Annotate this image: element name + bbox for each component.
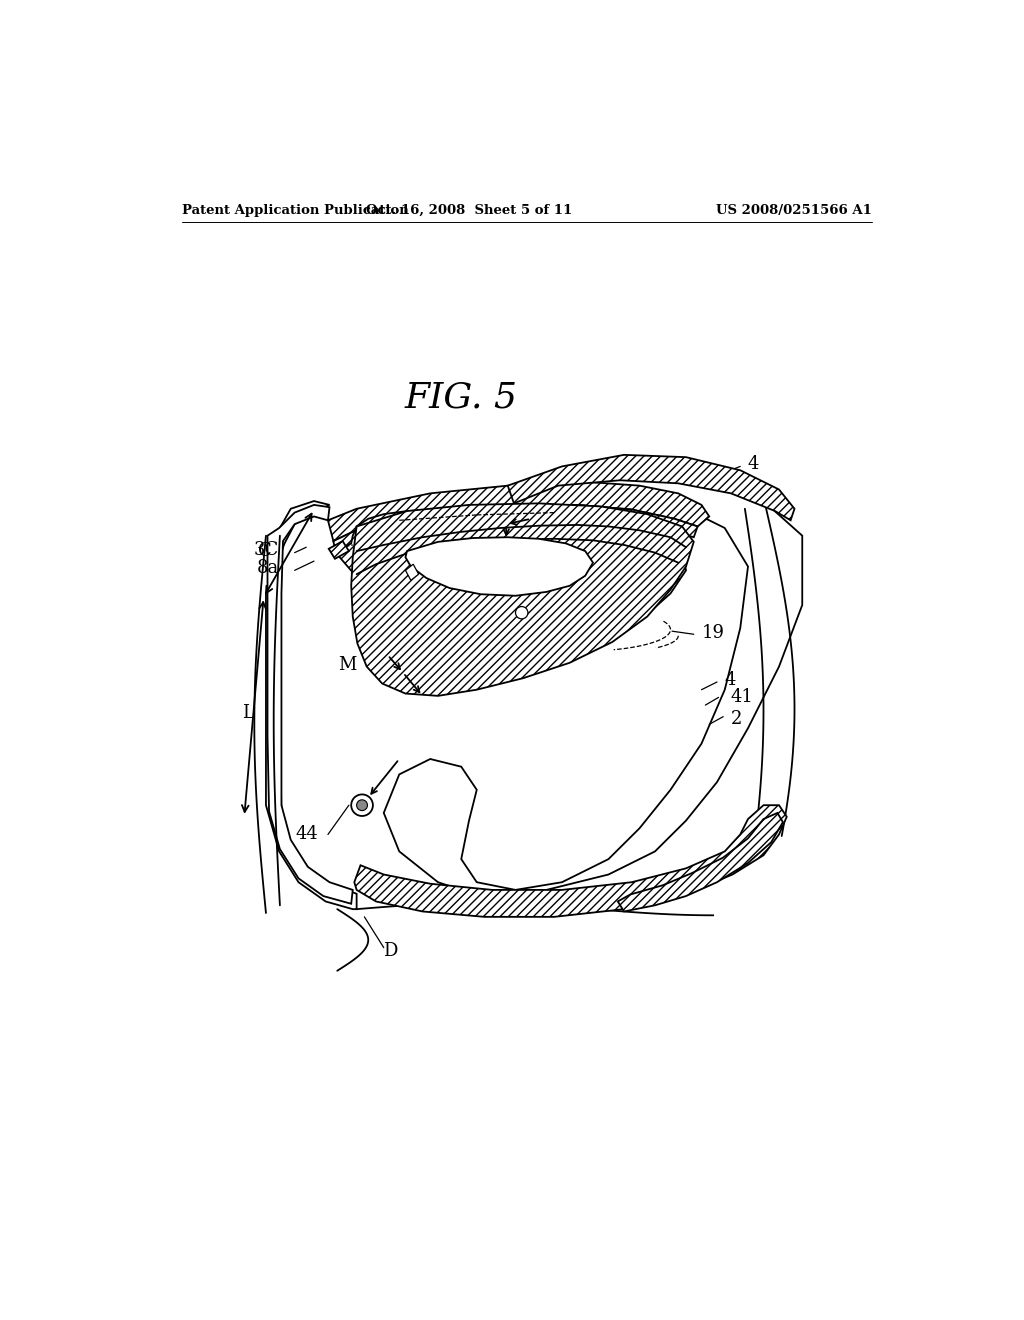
Text: L: L — [243, 704, 254, 722]
Text: D: D — [383, 942, 397, 961]
Text: E: E — [454, 496, 466, 513]
Text: 3C: 3C — [254, 541, 280, 558]
Text: 44: 44 — [295, 825, 317, 843]
Text: Patent Application Publication: Patent Application Publication — [182, 205, 409, 218]
Polygon shape — [266, 502, 356, 909]
Text: 8a: 8a — [257, 560, 280, 577]
Polygon shape — [329, 541, 349, 558]
Polygon shape — [508, 455, 795, 520]
Text: 19: 19 — [701, 624, 725, 642]
Polygon shape — [351, 503, 693, 696]
Polygon shape — [334, 506, 697, 553]
Circle shape — [515, 607, 528, 619]
Text: 4: 4 — [725, 672, 736, 689]
Polygon shape — [406, 564, 419, 581]
Polygon shape — [384, 466, 802, 898]
Circle shape — [356, 800, 368, 810]
Text: 8: 8 — [380, 511, 391, 529]
Text: 4: 4 — [748, 455, 760, 473]
Text: 41: 41 — [339, 527, 362, 545]
Text: M: M — [338, 656, 356, 675]
Text: Oct. 16, 2008  Sheet 5 of 11: Oct. 16, 2008 Sheet 5 of 11 — [366, 205, 572, 218]
Text: FIG. 5: FIG. 5 — [404, 380, 518, 414]
Circle shape — [351, 795, 373, 816]
Polygon shape — [406, 537, 593, 595]
Polygon shape — [354, 805, 786, 917]
Text: F: F — [515, 492, 528, 510]
Polygon shape — [267, 506, 352, 904]
Text: 2: 2 — [731, 710, 742, 727]
Polygon shape — [617, 813, 783, 911]
Text: C: C — [258, 543, 271, 560]
Polygon shape — [328, 482, 710, 541]
Text: 41: 41 — [731, 689, 754, 706]
Text: US 2008/0251566 A1: US 2008/0251566 A1 — [716, 205, 872, 218]
Polygon shape — [336, 508, 686, 684]
